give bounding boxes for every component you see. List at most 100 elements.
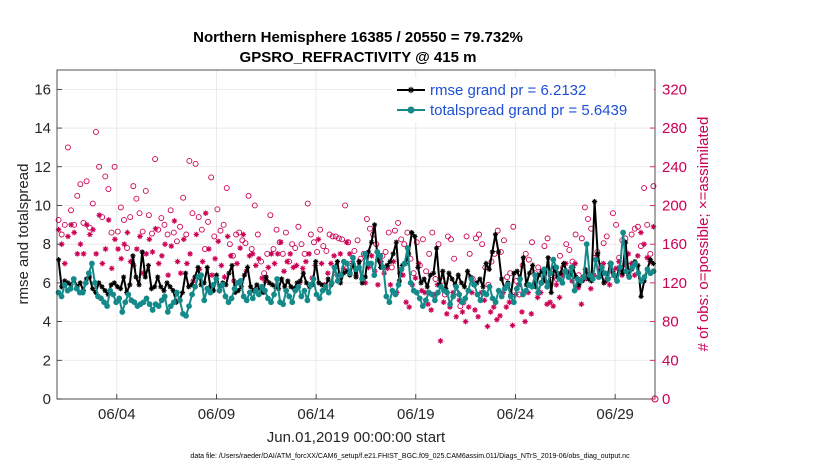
obs-possible-point xyxy=(311,239,317,246)
obs-possible-point xyxy=(423,268,430,275)
rmse-point xyxy=(195,264,201,270)
spread-point xyxy=(337,272,344,279)
obs-possible-point xyxy=(289,241,296,248)
rmse-point xyxy=(288,284,294,290)
obs-assimilated-point xyxy=(108,265,115,272)
spread-point xyxy=(116,295,123,302)
y-tick-label: 4 xyxy=(43,314,51,331)
obs-assimilated-point xyxy=(249,251,256,257)
spread-point xyxy=(252,287,259,294)
rmse-point xyxy=(105,291,111,298)
spread-point xyxy=(146,301,153,308)
obs-possible-point xyxy=(105,186,112,192)
spread-point xyxy=(453,283,460,290)
spread-point xyxy=(304,297,311,304)
obs-assimilated-point xyxy=(475,313,481,320)
rmse-point xyxy=(316,280,322,286)
obs-assimilated-point xyxy=(472,307,478,313)
obs-possible-point xyxy=(214,206,221,213)
rmse-point xyxy=(511,270,517,276)
obs-possible-point xyxy=(585,216,591,222)
obs-possible-point xyxy=(282,229,289,236)
y-tick-label: 8 xyxy=(43,236,51,253)
spread-point xyxy=(577,278,584,284)
rmse-point xyxy=(285,278,291,284)
spread-point xyxy=(310,276,317,282)
obs-possible-point xyxy=(177,223,183,230)
obs-possible-point xyxy=(476,231,482,238)
obs-assimilated-point xyxy=(440,299,447,306)
spread-point xyxy=(319,287,326,294)
spread-point xyxy=(416,295,423,302)
obs-assimilated-point xyxy=(268,251,275,257)
obs-assimilated-point xyxy=(340,265,347,272)
rmse-point xyxy=(440,268,446,274)
spread-point xyxy=(444,289,450,296)
spread-point xyxy=(608,260,614,267)
spread-point xyxy=(428,291,435,298)
rmse-point xyxy=(241,272,248,278)
spread-point xyxy=(641,274,648,280)
rmse-point xyxy=(483,260,489,267)
rmse-point xyxy=(266,280,272,286)
spread-point xyxy=(413,289,420,296)
obs-assimilated-point xyxy=(218,262,225,269)
rmse-point xyxy=(393,239,399,245)
obs-possible-point xyxy=(363,216,370,222)
rmse-point xyxy=(269,282,275,288)
obs-possible-point xyxy=(339,236,345,243)
obs-assimilated-point xyxy=(318,260,325,267)
obs-assimilated-point xyxy=(550,303,557,309)
obs-assimilated-point xyxy=(209,272,215,278)
obs-possible-point xyxy=(248,246,255,252)
rmse-point xyxy=(433,245,440,251)
obs-assimilated-point xyxy=(365,264,372,271)
obs-assimilated-point xyxy=(118,255,124,262)
rmse-point xyxy=(560,260,567,267)
obs-assimilated-point xyxy=(487,309,494,315)
obs-assimilated-point xyxy=(556,294,563,301)
obs-assimilated-point xyxy=(443,311,450,317)
obs-possible-point xyxy=(613,221,620,228)
spread-point xyxy=(471,281,478,288)
rmse-point xyxy=(133,274,139,280)
rmse-point xyxy=(539,268,545,274)
obs-assimilated-point xyxy=(71,229,78,236)
rmse-point xyxy=(223,282,229,288)
spread-point xyxy=(216,287,223,294)
spread-point xyxy=(98,295,104,302)
obs-possible-point xyxy=(578,235,585,242)
spread-point xyxy=(167,303,174,310)
obs-possible-point xyxy=(603,233,610,240)
rmse-point xyxy=(341,270,347,276)
rmse-point xyxy=(387,258,393,265)
rmse-point xyxy=(232,289,238,296)
y-tick-label: 6 xyxy=(43,275,51,292)
obs-assimilated-point xyxy=(253,262,259,269)
spread-point xyxy=(350,254,356,261)
spread-point xyxy=(298,293,305,300)
rmse-point xyxy=(204,264,210,270)
spread-point xyxy=(550,256,557,263)
spread-point xyxy=(495,287,502,294)
legend-rmse-star xyxy=(407,86,415,94)
rmse-point xyxy=(65,280,71,286)
obs-assimilated-point xyxy=(149,249,156,255)
obs-assimilated-point xyxy=(387,282,394,288)
obs-assimilated-point xyxy=(152,225,159,232)
rmse-point xyxy=(375,257,381,263)
obs-assimilated-point xyxy=(227,252,234,259)
obs-assimilated-point xyxy=(469,289,475,296)
obs-assimilated-point xyxy=(159,252,165,259)
spread-point xyxy=(243,297,250,304)
spread-point xyxy=(583,241,590,248)
spread-point xyxy=(280,301,287,308)
rmse-point xyxy=(638,293,644,300)
rmse-point xyxy=(161,288,167,294)
obs-possible-point xyxy=(89,200,96,207)
spread-point xyxy=(183,312,189,319)
spread-point xyxy=(228,295,235,302)
obs-assimilated-point xyxy=(80,251,87,257)
rmse-point xyxy=(495,249,502,255)
obs-assimilated-point xyxy=(83,222,90,228)
